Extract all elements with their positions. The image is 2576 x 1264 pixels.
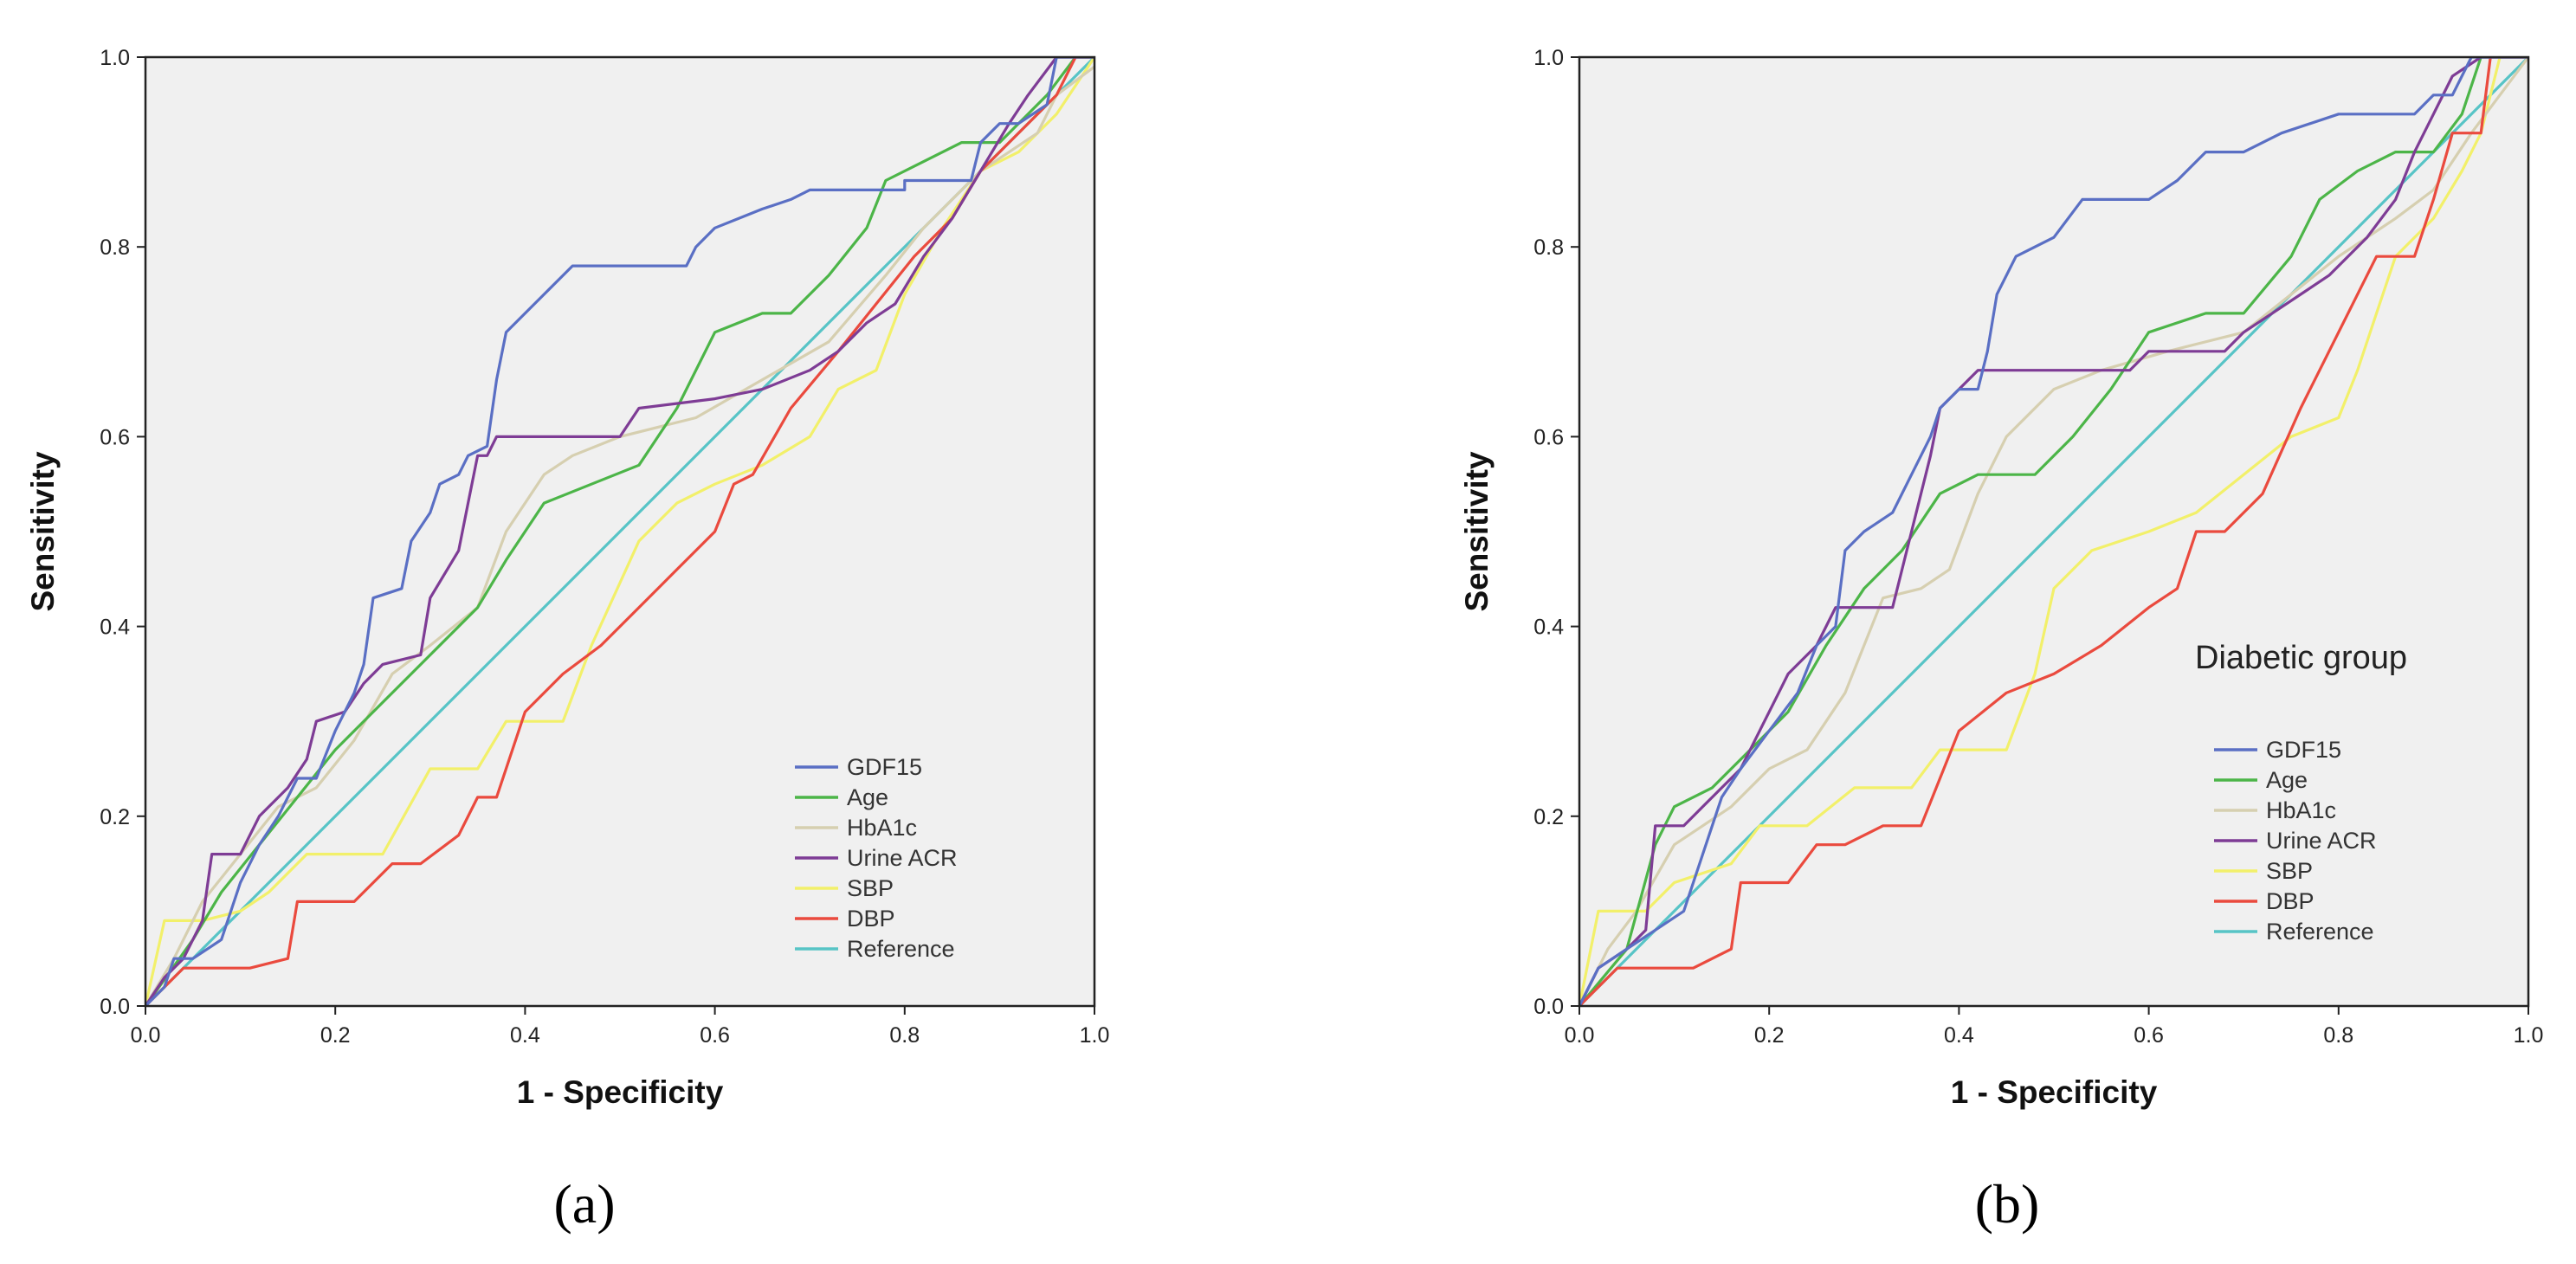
y-tick-label: 1.0 bbox=[100, 46, 130, 70]
y-tick-label: 0.4 bbox=[100, 616, 130, 640]
y-tick-label: 0.8 bbox=[100, 235, 130, 260]
panel-label: (b) bbox=[1975, 1173, 2040, 1235]
roc-panel-b: 0.00.0 0.2 0.2 0.4 0.4 0.6 0.6 0.8 0.8 1.0 1.0 GDF1… bbox=[1459, 46, 2543, 1235]
x-tick-label: 1.0 bbox=[1080, 1023, 1110, 1048]
roc-line-dbp bbox=[1579, 57, 2528, 1006]
x-tick-label: 1.0 bbox=[2514, 1023, 2544, 1048]
x-tick-label: 0.8 bbox=[889, 1023, 920, 1048]
y-tick-label: 0.6 bbox=[1533, 425, 1564, 449]
roc-line-age bbox=[1579, 57, 2528, 1006]
y-tick-label: 1.0 bbox=[1533, 46, 1564, 70]
legend-label: HbA1c bbox=[2266, 797, 2336, 823]
y-tick-label: 0.8 bbox=[1533, 235, 1564, 260]
legend-label: Urine ACR bbox=[847, 845, 958, 871]
plot-frame bbox=[144, 55, 1096, 1008]
legend-label: Age bbox=[2266, 767, 2308, 793]
panel-label: (a) bbox=[553, 1173, 615, 1235]
roc-line-urine-acr bbox=[145, 57, 1094, 1006]
plot-frame bbox=[1578, 55, 2530, 1008]
legend-label: HbA1c bbox=[847, 815, 917, 841]
x-tick-label: 0.6 bbox=[700, 1023, 730, 1048]
x-tick-label: 0.2 bbox=[320, 1023, 351, 1048]
y-axis-title: Sensitivity bbox=[1459, 451, 1495, 611]
legend-label: DBP bbox=[847, 906, 895, 932]
roc-line-hba1c bbox=[1579, 57, 2528, 1006]
x-axis-title: 1 - Specificity bbox=[1951, 1074, 2158, 1110]
y-tick-label: 0.0 bbox=[1533, 995, 1564, 1019]
legend-label: DBP bbox=[2266, 888, 2315, 914]
legend-label: Urine ACR bbox=[2266, 828, 2377, 854]
legend-label: SBP bbox=[847, 875, 894, 901]
legend-label: SBP bbox=[2266, 858, 2313, 884]
legend-label: Age bbox=[847, 784, 888, 810]
x-axis-title: 1 - Specificity bbox=[517, 1074, 724, 1110]
y-tick-label: 0.0 bbox=[100, 995, 130, 1019]
x-tick-label: 0.0 bbox=[1565, 1023, 1595, 1048]
roc-line-age bbox=[145, 57, 1094, 1006]
legend-label: Reference bbox=[2266, 919, 2374, 945]
x-tick-label: 0.0 bbox=[131, 1023, 161, 1048]
y-tick-label: 0.2 bbox=[1533, 805, 1564, 829]
roc-line-gdf15 bbox=[145, 57, 1094, 1006]
x-tick-label: 0.8 bbox=[2323, 1023, 2353, 1048]
y-axis-title: Sensitivity bbox=[25, 451, 61, 611]
x-tick-label: 0.4 bbox=[510, 1023, 540, 1048]
roc-line-reference bbox=[1579, 57, 2528, 1006]
legend-label: GDF15 bbox=[847, 754, 922, 780]
y-tick-label: 0.2 bbox=[100, 805, 130, 829]
roc-line-hba1c bbox=[145, 65, 1094, 1006]
x-tick-label: 0.4 bbox=[1944, 1023, 1974, 1048]
roc-line-gdf15 bbox=[1579, 57, 2528, 1006]
legend-label: Reference bbox=[847, 936, 955, 962]
roc-line-sbp bbox=[1579, 57, 2528, 1006]
x-tick-label: 0.2 bbox=[1754, 1023, 1785, 1048]
y-tick-label: 0.4 bbox=[1533, 616, 1564, 640]
panel-annotation: Diabetic group bbox=[2195, 640, 2407, 676]
x-tick-label: 0.6 bbox=[2134, 1023, 2164, 1048]
roc-panel-a: 0.00.0 0.2 0.2 0.4 0.4 0.6 0.6 0.8 0.8 1.0 1.0 GDF1… bbox=[25, 46, 1109, 1235]
legend-label: GDF15 bbox=[2266, 737, 2341, 763]
y-tick-label: 0.6 bbox=[100, 425, 130, 449]
